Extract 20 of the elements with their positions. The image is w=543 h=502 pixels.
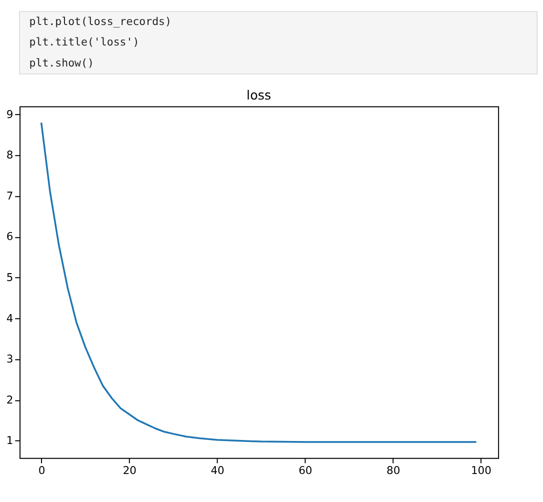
y-tick-label: 3 xyxy=(6,352,14,366)
y-tick-label: 1 xyxy=(6,434,14,448)
y-tick-label: 8 xyxy=(6,148,14,162)
y-tick-label: 5 xyxy=(6,271,14,284)
x-tick-label: 20 xyxy=(122,464,137,477)
text: plt.title('loss') xyxy=(29,36,140,49)
text: plt.plot(loss_records) xyxy=(29,14,172,28)
text: plt.show() xyxy=(29,56,94,70)
x-tick-label: 0 xyxy=(38,464,46,477)
y-tick-label: 4 xyxy=(6,312,14,325)
x-tick-label: 80 xyxy=(386,464,400,477)
y-tick-label: 9 xyxy=(6,108,14,121)
line-series xyxy=(40,122,478,443)
y-tick-label: 2 xyxy=(6,393,14,406)
chart-title: loss xyxy=(246,87,272,102)
x-tick-label: 100 xyxy=(470,464,492,477)
x-tick-label: 60 xyxy=(298,464,312,477)
y-tick-label: 6 xyxy=(6,230,14,244)
y-tick-label: 7 xyxy=(6,189,14,202)
x-tick-label: 40 xyxy=(210,464,225,477)
